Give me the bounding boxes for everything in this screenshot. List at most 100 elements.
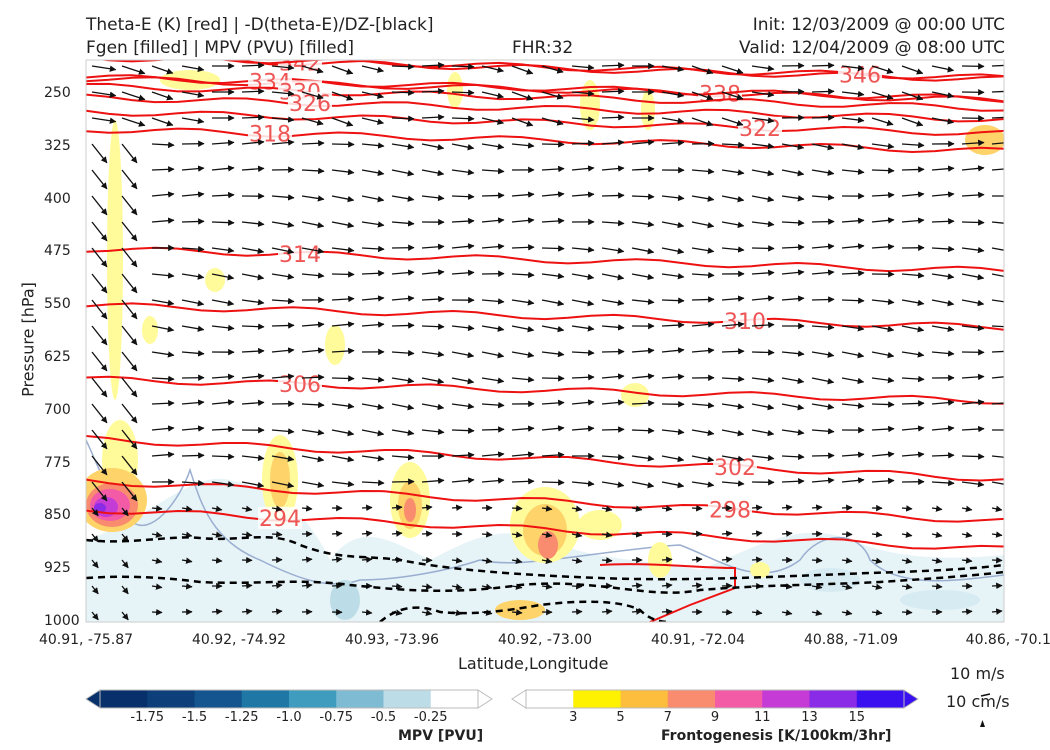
gradient-vector <box>181 325 205 332</box>
colorbar-tick-label: -0.5 <box>370 710 397 725</box>
gradient-vector <box>361 321 385 328</box>
colorbar-tick-label: 9 <box>710 710 720 725</box>
gradient-vector <box>241 373 265 380</box>
gradient-vector <box>91 611 99 621</box>
gradient-vector <box>571 582 583 590</box>
gradient-vector <box>991 350 1004 353</box>
gradient-vector <box>721 455 745 462</box>
gradient-vector <box>421 403 445 411</box>
gradient-vector <box>511 425 535 432</box>
gradient-vector <box>271 64 295 71</box>
gradient-vector <box>661 373 685 381</box>
gradient-vector <box>811 218 835 225</box>
gradient-vector <box>691 556 703 563</box>
gradient-vector <box>511 299 535 306</box>
gradient-vector <box>751 530 763 537</box>
colorbar-swatch <box>715 690 763 708</box>
gradient-vector <box>571 90 595 97</box>
gradient-vector <box>871 243 895 251</box>
gradient-vector <box>541 325 565 333</box>
theta-e-line <box>86 375 1004 405</box>
gradient-vector <box>751 454 775 462</box>
gradient-vector <box>871 167 895 174</box>
gradient-vector <box>901 557 913 565</box>
gradient-vector <box>181 165 205 172</box>
gradient-vector <box>541 479 565 486</box>
gradient-vector <box>751 220 775 228</box>
gradient-vector <box>391 403 415 411</box>
gradient-vector <box>931 583 943 590</box>
gradient-vector <box>841 377 865 385</box>
gradient-vector <box>151 191 175 198</box>
gradient-vector <box>241 505 253 512</box>
gradient-vector <box>601 192 625 199</box>
gradient-vector <box>151 531 163 538</box>
gradient-vector <box>421 194 445 202</box>
gradient-vector <box>241 247 265 255</box>
gradient-vector <box>931 65 955 73</box>
theta-e-label: 298 <box>709 498 751 523</box>
gradient-vector <box>661 556 673 563</box>
colorbar-tick-label: -1.75 <box>130 710 165 725</box>
gradient-vector <box>961 191 985 199</box>
theta-e-label-bg <box>258 506 302 529</box>
gradient-vector <box>991 142 1004 145</box>
x-tick-label: 40.92, -74.92 <box>191 632 287 648</box>
gradient-vector <box>361 504 373 512</box>
gradient-vector <box>361 169 385 177</box>
gradient-vector <box>151 451 175 458</box>
x-tick-label: 40.91, -75.87 <box>38 632 134 648</box>
gradient-vector <box>331 65 354 75</box>
gradient-vector <box>571 480 595 487</box>
gradient-vector <box>931 273 955 280</box>
colorbar-tick-label: 13 <box>801 710 818 725</box>
gradient-vector <box>211 373 235 381</box>
gradient-vector <box>571 246 595 253</box>
gradient-vector <box>91 91 117 98</box>
gradient-vector <box>451 89 475 96</box>
gradient-vector <box>361 455 385 462</box>
gradient-vector <box>451 193 475 200</box>
gradient-vector <box>361 221 385 228</box>
gradient-vector <box>991 90 1004 93</box>
gradient-vector <box>391 89 415 96</box>
y-axis-label: Pressure [hPa] <box>18 282 38 397</box>
theta-e-line <box>86 435 1004 482</box>
gradient-vector <box>211 608 223 615</box>
fgen-blob <box>641 90 655 130</box>
mpv-colorbar <box>85 689 493 709</box>
gradient-vector <box>421 169 445 177</box>
gradient-vector <box>691 321 715 328</box>
gradient-vector <box>751 169 775 177</box>
theta-e-label-bg <box>838 63 882 86</box>
gradient-vector <box>511 583 523 590</box>
gradient-vector <box>451 269 475 277</box>
gradient-vector <box>661 455 685 463</box>
gradient-vector <box>751 245 775 252</box>
gradient-vector <box>421 583 433 590</box>
gradient-vector <box>811 428 835 435</box>
gradient-vector <box>991 325 1004 328</box>
gradient-vector <box>601 219 625 227</box>
gradient-vector <box>931 399 955 406</box>
gradient-vector <box>91 169 108 190</box>
gradient-vector <box>181 399 205 406</box>
gradient-vector <box>691 221 715 229</box>
gradient-vector <box>121 585 129 595</box>
gradient-vector <box>481 531 493 538</box>
gradient-vector <box>901 583 913 590</box>
gradient-vector <box>151 141 175 149</box>
gradient-vector <box>91 65 117 72</box>
gradient-vector <box>481 451 505 458</box>
y-tick-label: 700 <box>44 401 71 418</box>
gradient-vector <box>271 455 295 462</box>
gradient-vector <box>721 246 745 253</box>
gradient-vector <box>631 455 655 462</box>
gradient-vector <box>151 400 175 407</box>
gradient-vector <box>991 455 1004 458</box>
gradient-vector <box>871 557 883 564</box>
gradient-vector <box>541 299 565 307</box>
theta-e-label-bg <box>723 309 767 332</box>
gradient-vector <box>691 195 715 202</box>
gradient-vector <box>571 505 583 512</box>
